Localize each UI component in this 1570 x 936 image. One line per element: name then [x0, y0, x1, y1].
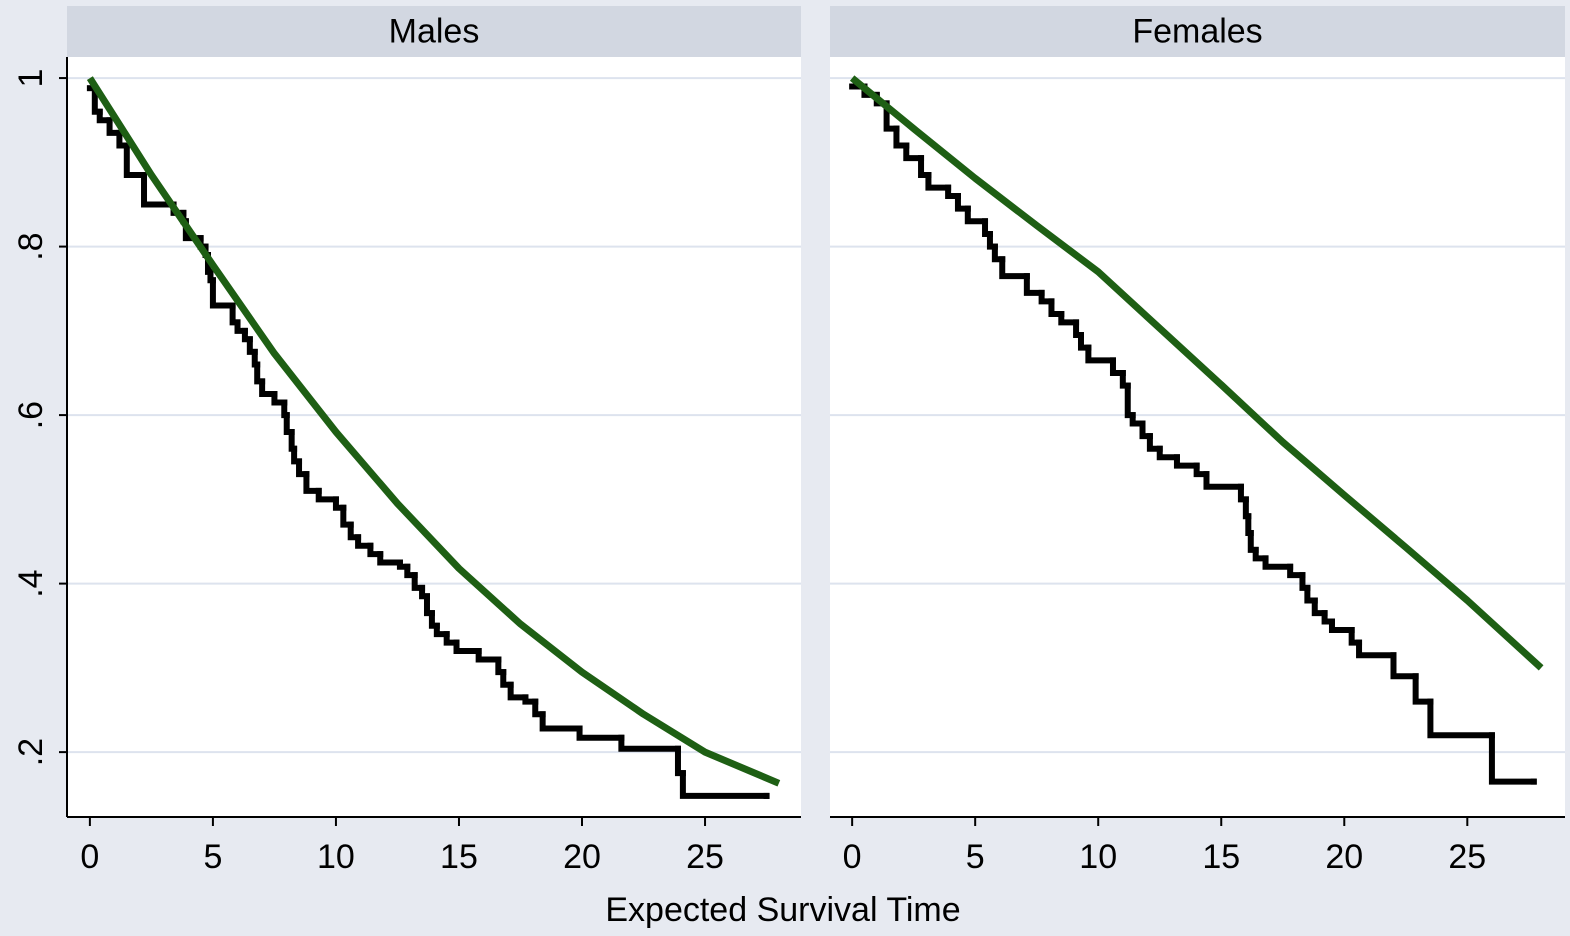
plot-area — [830, 57, 1565, 817]
survival-step — [964, 205, 989, 225]
survival-step — [367, 542, 384, 558]
survival-step — [1129, 412, 1146, 427]
survival-step — [618, 734, 681, 752]
survival-step — [893, 125, 910, 149]
panel-strip — [830, 6, 1565, 57]
survival-step — [1427, 698, 1495, 739]
x-tick-label: 25 — [1448, 838, 1486, 876]
survival-step — [433, 622, 450, 638]
survival-step — [377, 551, 403, 566]
survival-step — [355, 534, 374, 549]
survival-step — [1023, 273, 1045, 296]
survival-step — [925, 171, 952, 191]
y-tick-label: .6 — [12, 401, 50, 429]
survival-step — [443, 631, 460, 646]
survival-step — [141, 171, 177, 208]
survival-step — [1038, 289, 1055, 305]
survival-step — [1048, 298, 1065, 317]
survival-step — [1193, 462, 1210, 478]
expected-curve — [86, 76, 781, 787]
survival-step — [903, 142, 925, 162]
expected-curve — [849, 75, 1544, 671]
survival-step — [1058, 310, 1080, 326]
survival-step — [1146, 433, 1163, 452]
survival-step — [883, 100, 900, 132]
survival-step — [679, 770, 770, 799]
survival-step — [106, 117, 123, 136]
survival-step — [1390, 652, 1419, 680]
survival-step — [1311, 597, 1328, 617]
survival-step — [1173, 454, 1200, 469]
y-tick-label: .2 — [12, 738, 50, 766]
survival-step — [539, 711, 583, 732]
survival-step — [522, 694, 539, 705]
survival-step — [475, 648, 502, 663]
survival-step — [1203, 471, 1244, 490]
survival-step — [453, 639, 482, 655]
survival-step — [1156, 445, 1180, 461]
survival-step — [999, 256, 1030, 280]
x-axis-title: Expected Survival Time — [605, 891, 960, 929]
survival-step — [1109, 357, 1126, 376]
survival-step — [1252, 546, 1269, 562]
survival-step — [1488, 732, 1537, 785]
survival-step — [259, 378, 278, 398]
survival-step — [576, 725, 625, 741]
x-tick-label: 25 — [686, 838, 724, 876]
x-tick-label: 0 — [80, 838, 99, 876]
survival-step — [954, 193, 971, 212]
x-tick-label: 5 — [966, 838, 985, 876]
x-tick-label: 10 — [1079, 838, 1117, 876]
y-tick-label: .8 — [12, 232, 50, 260]
survival-step — [1262, 555, 1294, 570]
survival-step — [1085, 344, 1116, 364]
plot-area — [67, 57, 801, 817]
survival-step — [1287, 563, 1306, 579]
x-tick-label: 5 — [203, 838, 222, 876]
y-tick-label: .4 — [12, 569, 50, 597]
survival-step — [1412, 673, 1434, 705]
survival-step — [303, 471, 322, 494]
y-tick-label: 1 — [12, 69, 50, 88]
survival-step — [315, 487, 339, 503]
x-tick-label: 0 — [843, 838, 862, 876]
panel-title: Males — [389, 12, 480, 50]
survival-step — [209, 277, 236, 309]
panel-title: Females — [1132, 12, 1262, 50]
survival-step — [1356, 639, 1397, 659]
survival-step — [945, 184, 961, 200]
x-tick-label: 20 — [563, 838, 601, 876]
survival-step — [123, 142, 148, 178]
x-tick-label: 15 — [440, 838, 478, 876]
survival-step — [96, 108, 113, 124]
survival-step — [271, 391, 288, 406]
survival-step — [1328, 618, 1355, 633]
panel-strip — [67, 6, 801, 57]
x-tick-label: 15 — [1202, 838, 1240, 876]
survival-step — [507, 681, 529, 701]
x-tick-label: 10 — [317, 838, 355, 876]
x-tick-label: 20 — [1325, 838, 1363, 876]
